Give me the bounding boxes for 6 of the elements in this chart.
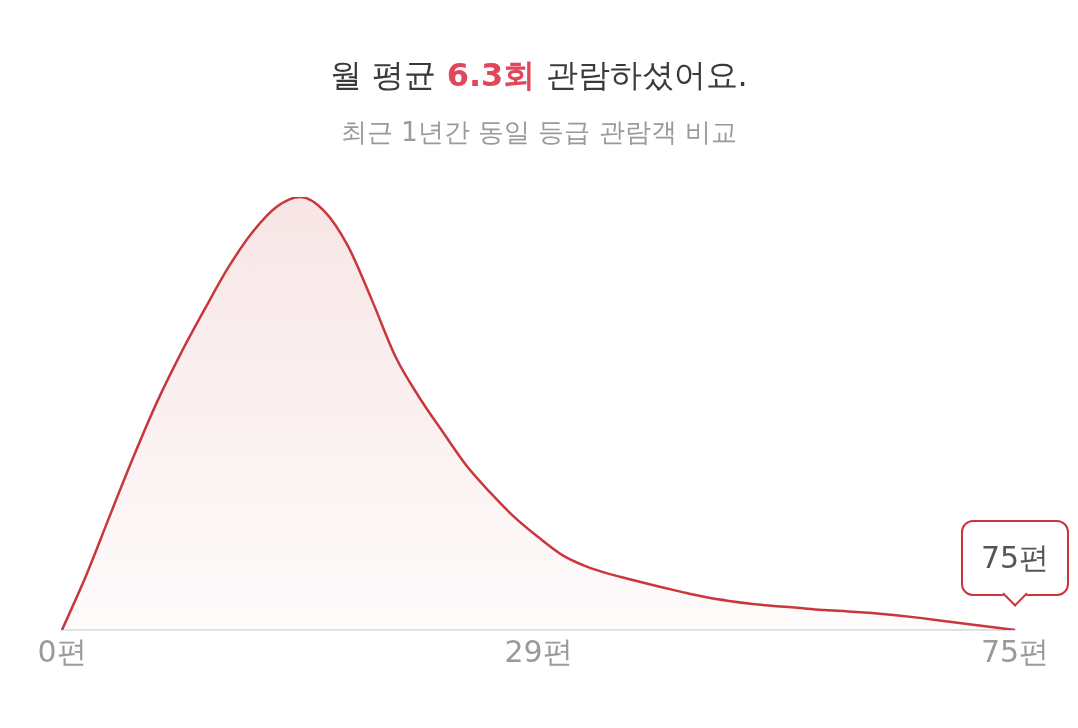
annotation: 75편 [981,540,1050,575]
x-tick-label: 75편 [980,633,1050,669]
x-tick-label: 29편 [504,633,573,669]
chart-title: 월 평균 6.3회 관람하셨어요. [330,56,748,94]
chart-subtitle: 최근 1년간 동일 등급 관람객 비교 [341,117,737,147]
x-tick-label: 0편 [37,633,87,669]
